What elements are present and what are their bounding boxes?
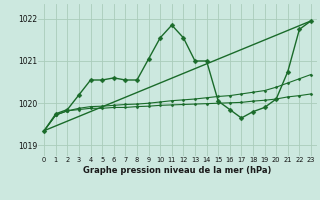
X-axis label: Graphe pression niveau de la mer (hPa): Graphe pression niveau de la mer (hPa) [84,166,272,175]
